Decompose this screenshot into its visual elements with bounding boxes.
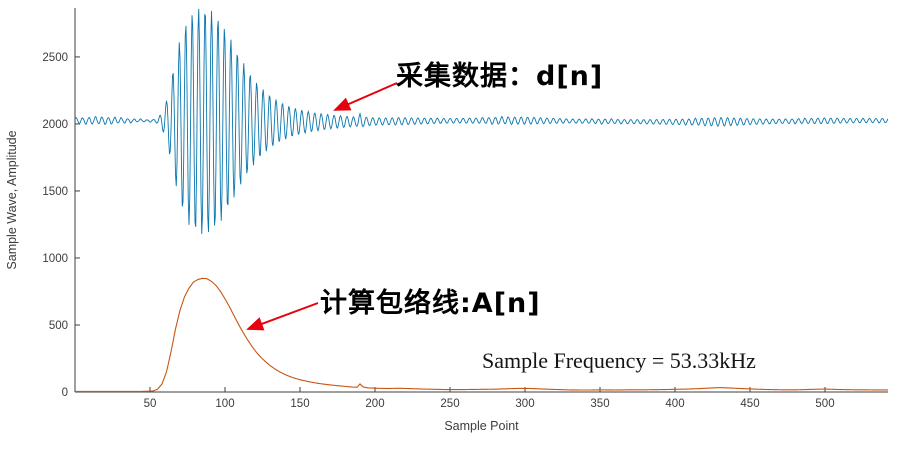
annotation-arrow-sampled-data <box>333 82 398 111</box>
x-tick-label: 250 <box>440 398 459 410</box>
x-tick-label: 300 <box>515 398 534 410</box>
x-tick-label: 450 <box>740 398 759 410</box>
series-envelope <box>75 277 888 393</box>
y-tick-label: 500 <box>49 320 68 332</box>
x-tick-label: 50 <box>144 398 157 410</box>
y-axis-label: Sample Wave, Amplitude <box>5 130 19 269</box>
x-axis-label: Sample Point <box>444 419 519 433</box>
y-tick-label: 1000 <box>42 253 68 265</box>
y-tick-label: 2500 <box>42 52 68 64</box>
y-tick-label: 1500 <box>42 186 68 198</box>
x-tick-label: 100 <box>215 398 234 410</box>
series-sampled-waveform <box>75 8 888 234</box>
x-tick-label: 400 <box>665 398 684 410</box>
y-tick-label: 0 <box>62 387 68 399</box>
x-tick-label: 200 <box>365 398 384 410</box>
x-tick-label: 500 <box>815 398 834 410</box>
annotation-arrow-envelope <box>246 302 319 331</box>
y-tick-label: 2000 <box>42 119 68 131</box>
x-tick-label: 150 <box>290 398 309 410</box>
x-tick-label: 350 <box>590 398 609 410</box>
